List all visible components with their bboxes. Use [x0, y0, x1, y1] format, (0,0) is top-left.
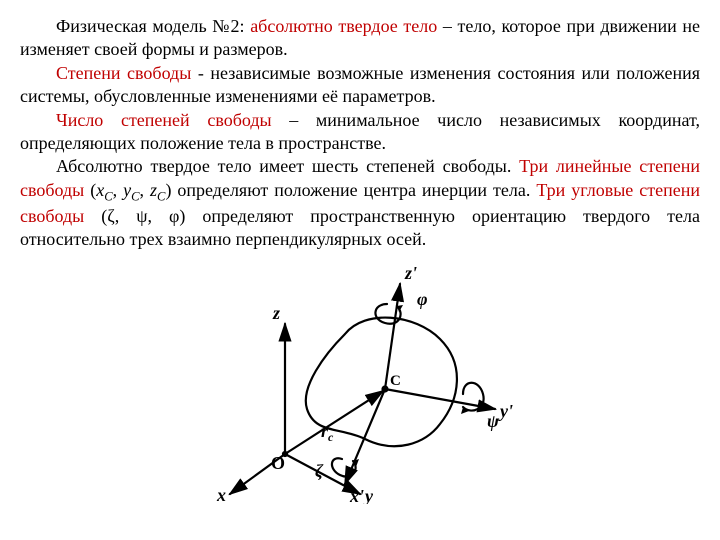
label-zeta: ζ	[315, 461, 324, 481]
text-content: Физическая модель №2: абсолютно твердое …	[20, 15, 700, 251]
label-psi: ψ	[487, 411, 500, 431]
paragraph-1: Физическая модель №2: абсолютно твердое …	[20, 15, 700, 62]
p4-z: z	[150, 180, 157, 200]
label-x: x	[216, 485, 226, 504]
p1-lead: Физическая модель №2:	[56, 16, 250, 36]
p4-xs: C	[104, 189, 112, 203]
p4-ys: C	[131, 189, 139, 203]
p4-d: ) определяют положение центра инерции те…	[165, 180, 536, 200]
p4-comma2: ,	[140, 180, 150, 200]
label-o: O	[271, 453, 285, 473]
label-z: z	[272, 303, 280, 323]
p2-term: Степени свободы	[56, 63, 191, 83]
p3-term: Число степеней свободы	[56, 110, 272, 130]
p1-term: абсолютно твердое тело	[250, 16, 437, 36]
label-zp: z'	[404, 263, 417, 283]
paragraph-2: Степени свободы - независимые возможные …	[20, 62, 700, 109]
p4-comma1: ,	[113, 180, 123, 200]
label-c: C	[390, 373, 401, 389]
rigid-body-diagram: z z' x x' y y' O C rc φ ψ ζ	[195, 259, 525, 504]
label-yp: y'	[498, 401, 513, 421]
p4-a: Абсолютно твердое тело имеет шесть степе…	[56, 156, 519, 176]
p4-f: (ζ, ψ, φ) определяют пространственную ор…	[20, 206, 700, 249]
paragraph-4: Абсолютно твердое тело имеет шесть степе…	[20, 155, 700, 251]
diagram-container: z z' x x' y y' O C rc φ ψ ζ	[20, 259, 700, 510]
label-phi: φ	[417, 289, 428, 309]
label-y: y	[363, 486, 374, 504]
label-xp: x'	[349, 486, 364, 504]
paragraph-3: Число степеней свободы – минимальное чис…	[20, 109, 700, 156]
p4-y: y	[123, 180, 131, 200]
p4-c: (	[84, 180, 96, 200]
